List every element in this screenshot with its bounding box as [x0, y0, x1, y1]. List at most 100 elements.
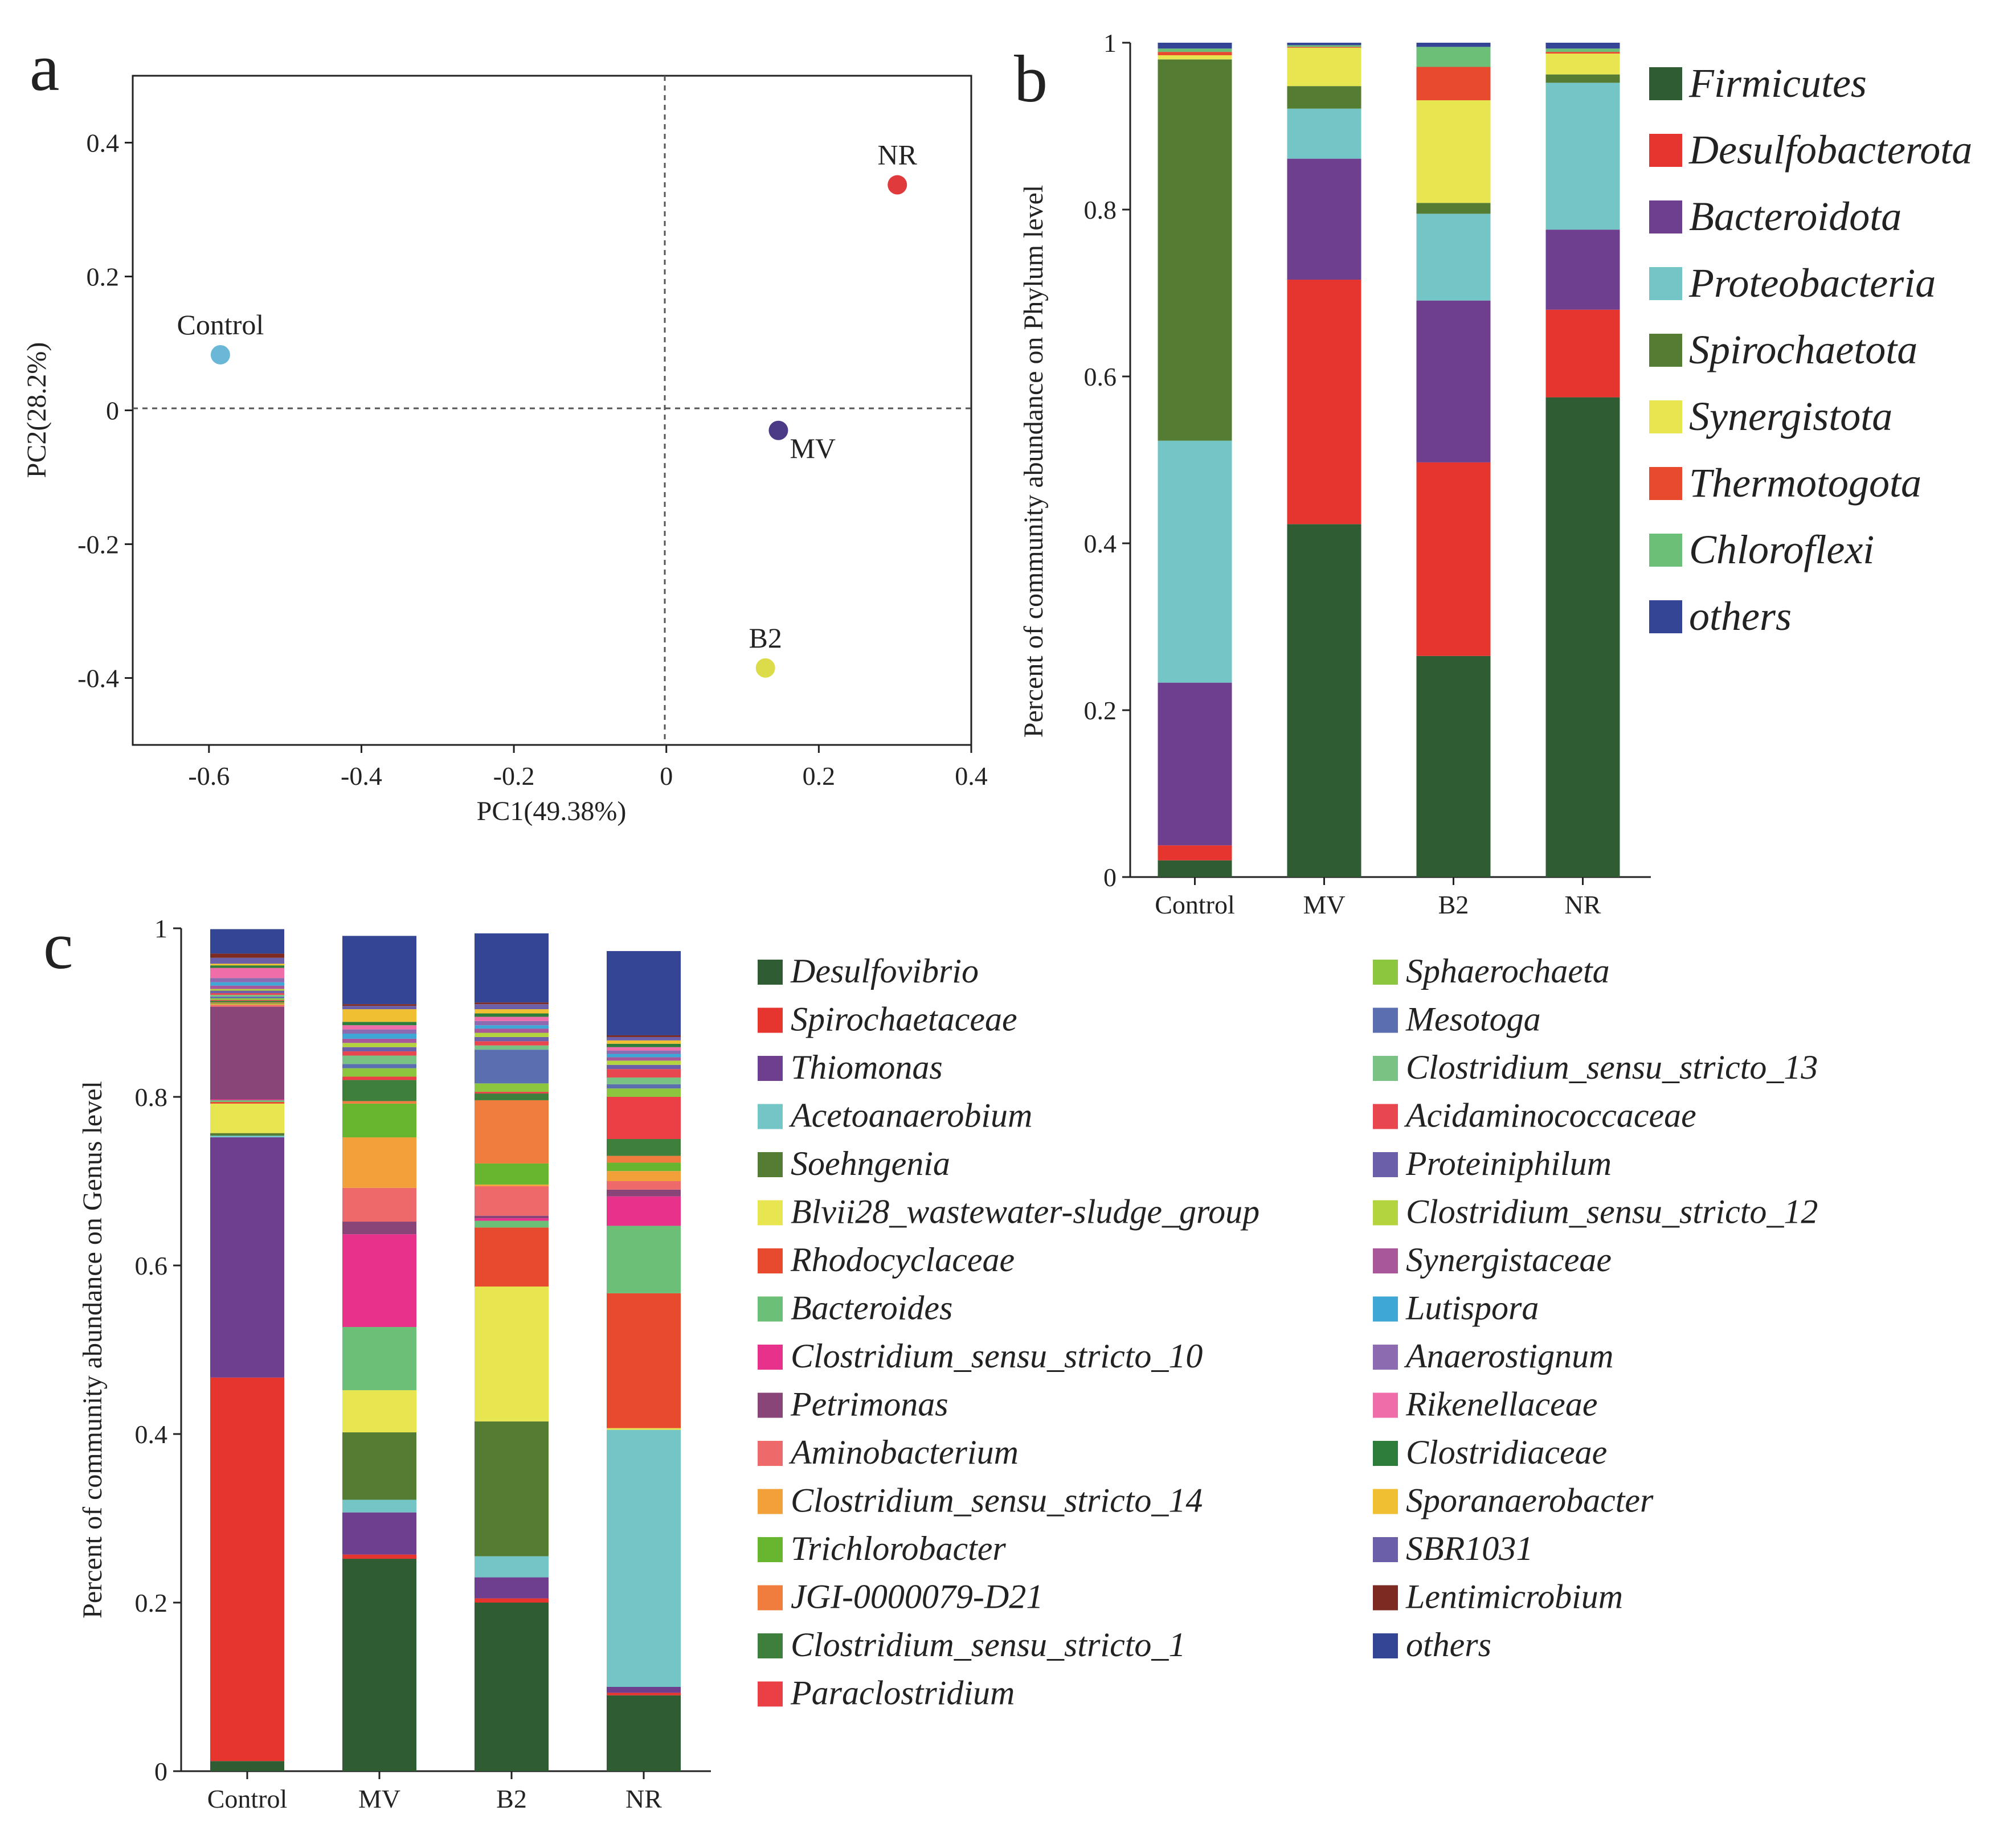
legend-label-rikenellaceae: Rikenellaceae	[1405, 1386, 1597, 1423]
y-axis-title: PC2(28.2%)	[22, 342, 52, 478]
bar-segment-b2-sphaerochaeta	[475, 1083, 549, 1092]
legend-label-proteobacteria: Proteobacteria	[1688, 260, 1936, 306]
x-tick-label: Control	[1155, 890, 1235, 919]
legend-swatch-blvii28-wastewater-sludge-group	[758, 1200, 783, 1226]
legend-label-sphaerochaeta: Sphaerochaeta	[1406, 952, 1610, 990]
legend-swatch-desulfobacterota	[1649, 134, 1682, 167]
legend-swatch-rikenellaceae	[1373, 1392, 1398, 1418]
bar-segment-mv-synergistota	[1287, 47, 1361, 87]
bar-segment-control-spirochaetaceae	[210, 1377, 284, 1761]
bar-segment-nr-clostridium-sensu-stricto-10	[607, 1196, 681, 1226]
legend-swatch-proteiniphilum	[1373, 1152, 1398, 1177]
legend-swatch-thiomonas	[758, 1056, 783, 1081]
legend-label-proteiniphilum: Proteiniphilum	[1405, 1145, 1612, 1182]
bar-segment-control-sphaerochaeta	[210, 998, 284, 1000]
bar-segment-control-thiomonas	[210, 1137, 284, 1378]
legend-swatch-sporanaerobacter	[1373, 1489, 1398, 1514]
point-label-mv: MV	[790, 432, 836, 464]
bar-segment-control-petrimonas	[210, 1006, 284, 1100]
bar-segment-mv-clostridium-sensu-stricto-14	[342, 1137, 416, 1188]
bar-segment-nr-trichlorobacter	[607, 1162, 681, 1171]
y-tick-label: 0	[154, 1757, 167, 1786]
legend-swatch-clostridiaceae	[1373, 1441, 1398, 1466]
bar-segment-b2-others	[1416, 43, 1491, 47]
bar-segment-control-clostridium-sensu-stricto-14	[210, 1004, 284, 1005]
phylum-stacked-bar-chart: 0 0.2 0.4 0.6 0.8 1 Control MV B2 NR Firmicutes D…	[1019, 28, 1972, 919]
legend-swatch-bacteroidota	[1649, 200, 1682, 233]
bar-segment-b2-clostridium-sensu-stricto-12	[475, 1033, 549, 1037]
bar-segment-nr-acetoanaerobium	[607, 1429, 681, 1687]
legend-swatch-firmicutes	[1649, 67, 1682, 100]
bar-segment-nr-paraclostridium	[607, 1097, 681, 1139]
bar-segment-mv-aminobacterium	[342, 1187, 416, 1222]
bar-segment-b2-proteiniphilum	[475, 1037, 549, 1042]
bar-segment-b2-jgi-0000079-d21	[475, 1100, 549, 1164]
legend-label-clostridium-sensu-stricto-1: Clostridium_sensu_stricto_1	[791, 1626, 1185, 1664]
bar-segment-nr-jgi-0000079-d21	[607, 1156, 681, 1163]
y-tick-label: 0.2	[135, 1588, 168, 1617]
bar-segment-control-proteiniphilum	[210, 990, 284, 993]
legend-label-synergistaceae: Synergistaceae	[1406, 1241, 1612, 1279]
bar-segment-nr-sphaerochaeta	[607, 1088, 681, 1097]
bar-segment-nr-acidaminococcaceae	[607, 1069, 681, 1078]
bar-segment-nr-anaerostignum	[607, 1050, 681, 1054]
bar-segment-b2-desulfovibrio	[475, 1603, 549, 1771]
legend-label-others: others	[1689, 593, 1792, 639]
bar-segment-mv-lentimicrobium	[342, 1004, 416, 1006]
legend-swatch-petrimonas	[758, 1392, 783, 1418]
legend-swatch-rhodocyclaceae	[758, 1248, 783, 1273]
x-tick-label: -0.2	[493, 761, 535, 790]
legend-label-desulfovibrio: Desulfovibrio	[790, 952, 979, 990]
bar-segment-b2-spirochaetota	[1416, 203, 1491, 214]
legend-label-anaerostignum: Anaerostignum	[1404, 1337, 1613, 1375]
bar-segment-control-acetoanaerobium	[210, 1136, 284, 1138]
bar-segment-mv-others	[342, 936, 416, 1005]
bar-segment-mv-blvii28-wastewater-sludge-group	[342, 1390, 416, 1433]
point-mv	[768, 420, 788, 440]
bar-segment-nr-rhodocyclaceae	[607, 1293, 681, 1428]
bar-segment-nr-desulfovibrio	[607, 1695, 681, 1771]
legend-swatch-desulfovibrio	[758, 960, 783, 985]
bar-segment-nr-chloroflexi	[1545, 48, 1620, 52]
legend-label-clostridiaceae: Clostridiaceae	[1406, 1433, 1607, 1471]
bar-segment-control-jgi-0000079-d21	[210, 1002, 284, 1003]
legend-swatch-synergistota	[1649, 400, 1682, 433]
bar-segment-b2-thiomonas	[475, 1577, 549, 1599]
bar-segment-b2-synergistaceae	[475, 1029, 549, 1033]
legend-swatch-proteobacteria	[1649, 267, 1682, 300]
x-tick-label: NR	[1565, 890, 1601, 919]
bar-segment-control-synergistaceae	[210, 985, 284, 989]
bar-segment-mv-synergistaceae	[342, 1038, 416, 1043]
bar-segment-control-others	[210, 929, 284, 954]
legend-label-synergistota: Synergistota	[1689, 394, 1892, 439]
bar-segment-nr-proteobacteria	[1545, 83, 1620, 230]
bar-segment-mv-clostridium-sensu-stricto-13	[342, 1055, 416, 1064]
panel-letter-b: b	[1014, 42, 1048, 116]
bar-segment-nr-others	[1545, 43, 1620, 49]
bar-segment-b2-rikenellaceae	[475, 1017, 549, 1021]
bar-segment-b2-bacteroides	[475, 1220, 549, 1228]
legend-label-petrimonas: Petrimonas	[790, 1386, 948, 1423]
bar-segment-nr-blvii28-wastewater-sludge-group	[607, 1428, 681, 1430]
bar-segment-b2-proteobacteria	[1416, 214, 1491, 301]
bar-segment-nr-bacteroides	[607, 1226, 681, 1293]
legend-label-bacteroidota: Bacteroidota	[1689, 194, 1901, 239]
legend-swatch-clostridium-sensu-stricto-12	[1373, 1200, 1398, 1226]
bar-segment-b2-clostridium-sensu-stricto-13	[475, 1045, 549, 1050]
bar-segment-control-lentimicrobium	[210, 953, 284, 958]
legend-label-rhodocyclaceae: Rhodocyclaceae	[790, 1241, 1015, 1279]
legend-label-lentimicrobium: Lentimicrobium	[1405, 1578, 1623, 1616]
bar-segment-control-clostridium-sensu-stricto-12	[210, 989, 284, 991]
y-tick-label: 0	[106, 396, 119, 425]
bar-segment-mv-rikenellaceae	[342, 1025, 416, 1030]
bar-segment-mv-clostridium-sensu-stricto-1	[342, 1080, 416, 1101]
legend-swatch-clostridium-sensu-stricto-13	[1373, 1056, 1398, 1081]
legend-swatch-lentimicrobium	[1373, 1585, 1398, 1611]
bar-segment-mv-trichlorobacter	[342, 1103, 416, 1138]
bar-segment-mv-proteiniphilum	[342, 1047, 416, 1052]
legend-swatch-paraclostridium	[758, 1681, 783, 1707]
bar-segment-control-desulfobacterota	[1158, 845, 1232, 861]
bar-segment-nr-thiomonas	[607, 1687, 681, 1693]
legend-swatch-clostridium-sensu-stricto-14	[758, 1489, 783, 1514]
